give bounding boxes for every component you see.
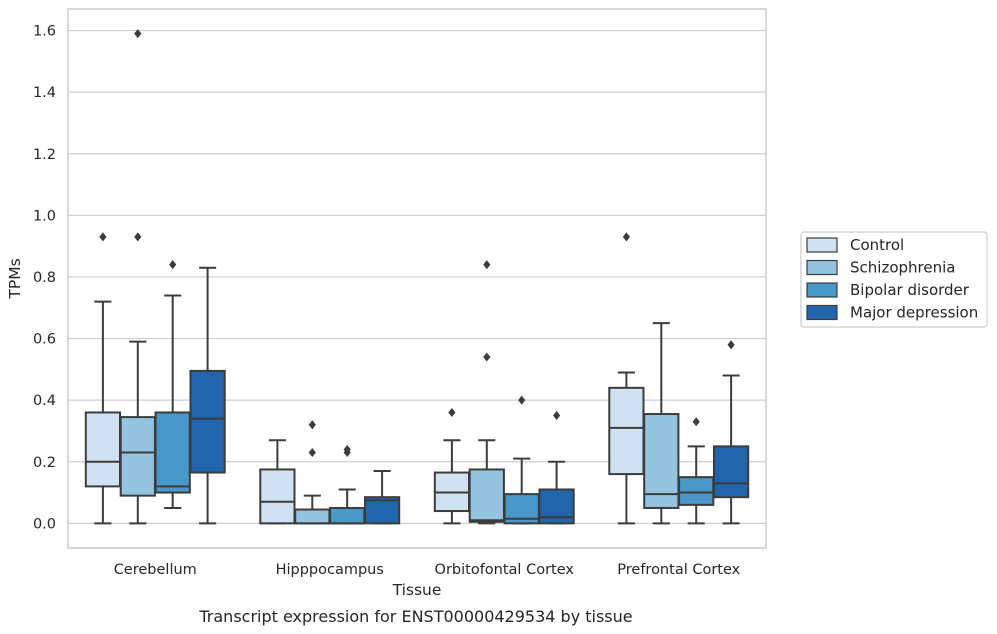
box-schizophrenia <box>643 322 680 525</box>
box-iqr <box>259 468 296 525</box>
legend-swatch <box>806 237 838 253</box>
legend-label: Schizophrenia <box>850 259 955 277</box>
outlier-point <box>308 420 316 430</box>
box-schizophrenia <box>468 260 505 525</box>
outlier-point <box>483 352 491 362</box>
box-bipolar-disorder <box>503 395 540 525</box>
box-control <box>259 439 296 525</box>
y-axis-title: TPMs <box>6 258 24 299</box>
box-iqr <box>294 508 331 525</box>
x-tick-label: Prefrontal Cortex <box>617 562 740 578</box>
outlier-point <box>553 411 561 421</box>
legend-label: Major depression <box>850 304 978 322</box>
box-schizophrenia <box>294 420 331 525</box>
box-iqr <box>608 386 645 476</box>
legend-frame <box>800 231 988 328</box>
box-iqr <box>468 468 505 523</box>
box-iqr <box>678 476 715 506</box>
x-tick-label: Hipppocampus <box>276 562 384 578</box>
y-tick-label: 0.0 <box>33 516 56 532</box>
y-tick-label: 0.2 <box>33 455 56 471</box>
legend: Control Schizophrenia Bipolar disorder Majo… <box>800 231 988 328</box>
outlier-point <box>483 260 491 270</box>
chart-caption: Transcript expression for ENST0000042953… <box>198 607 632 626</box>
box-iqr <box>189 369 226 474</box>
x-tick-label: Orbitofontal Cortex <box>435 562 575 578</box>
outlier-point <box>448 407 456 417</box>
outlier-point <box>99 232 107 242</box>
legend-swatch <box>806 304 838 321</box>
y-tick-label: 0.4 <box>33 393 56 409</box>
y-tick-label: 0.8 <box>33 270 56 286</box>
legend-swatch <box>806 282 838 298</box>
outlier-point <box>518 395 526 405</box>
box-bipolar-disorder <box>154 260 191 509</box>
outlier-point <box>622 232 630 242</box>
box-major-depression <box>363 470 401 525</box>
boxes <box>84 29 750 525</box>
box-iqr <box>363 496 401 525</box>
box-bipolar-disorder <box>329 444 366 525</box>
outlier-point <box>134 232 142 242</box>
y-tick-label: 1.2 <box>33 147 56 163</box>
x-tick-labels: Cerebellum Hipppocampus Orbitofontal Corte… <box>114 562 741 578</box>
box-iqr <box>119 416 156 497</box>
legend-swatch <box>806 259 838 276</box>
y-tick-label: 1.0 <box>33 208 56 224</box>
outlier-point <box>692 417 700 427</box>
box-bipolar-disorder <box>678 417 715 525</box>
outlier-point <box>169 260 177 270</box>
box-major-depression <box>712 340 750 525</box>
box-control <box>433 407 471 525</box>
box-iqr <box>154 411 191 494</box>
box-iqr <box>712 445 750 499</box>
legend-label: Bipolar disorder <box>850 281 970 299</box>
legend-label: Control <box>850 236 904 254</box>
y-tick-label: 0.6 <box>33 332 56 348</box>
box-control <box>608 232 645 525</box>
outlier-point <box>727 340 735 350</box>
x-tick-label: Cerebellum <box>114 562 197 578</box>
box-iqr <box>643 413 680 509</box>
box-major-depression <box>538 411 575 525</box>
x-axis-title: Tissue <box>392 581 442 599</box>
box-schizophrenia <box>119 29 156 525</box>
outlier-point <box>134 29 142 39</box>
box-control <box>84 232 122 525</box>
box-iqr <box>538 488 575 525</box>
y-tick-label: 1.4 <box>33 85 56 101</box>
outlier-point <box>343 448 351 458</box>
y-tick-labels: 0.0 0.2 0.4 0.6 0.8 1.0 1.2 1.4 1.6 <box>33 24 56 533</box>
outlier-point <box>308 448 316 458</box>
plot-frame <box>67 8 767 549</box>
box-major-depression <box>189 266 226 525</box>
box-iqr <box>84 411 122 488</box>
y-tick-label: 1.6 <box>33 24 56 40</box>
box-iqr <box>329 506 366 525</box>
